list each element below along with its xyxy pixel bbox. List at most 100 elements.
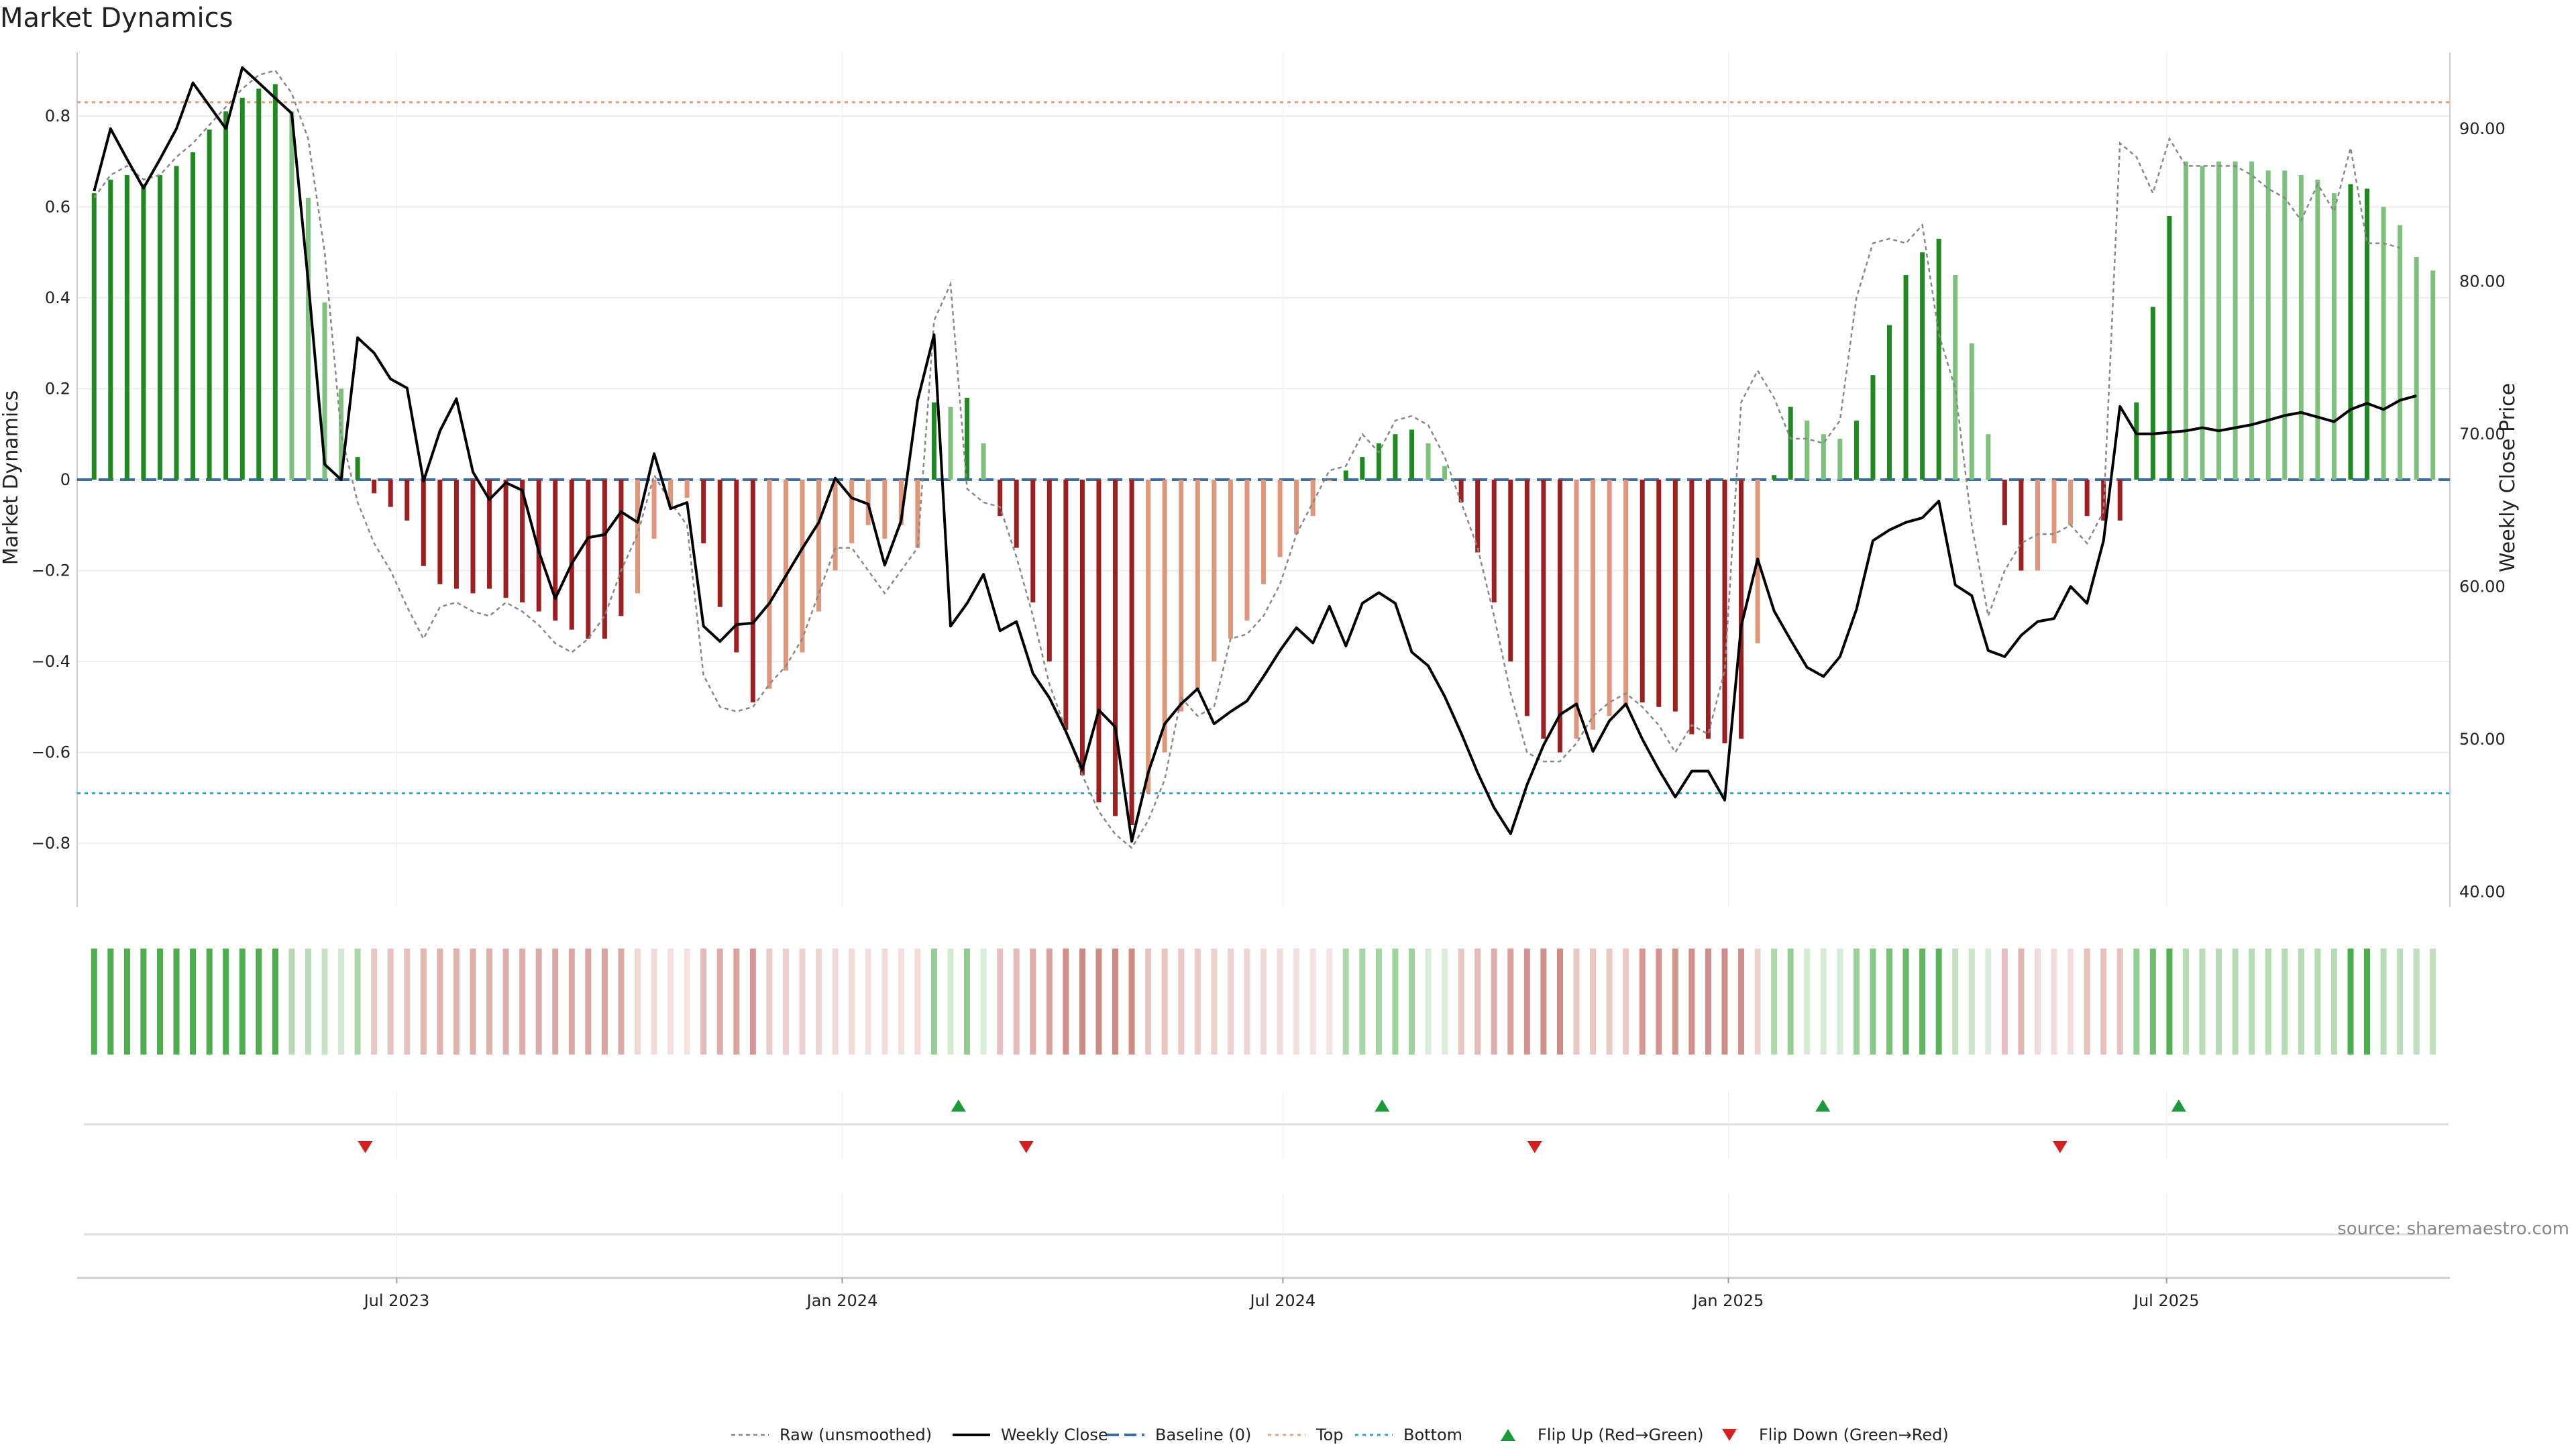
state-strip-cell xyxy=(997,949,1004,1055)
flip-down-marker xyxy=(1527,1141,1542,1153)
state-strip-cell xyxy=(2051,949,2057,1055)
dynamics-bar xyxy=(1079,480,1085,775)
dynamics-bar xyxy=(2134,402,2139,480)
dynamics-bar xyxy=(437,480,443,584)
state-strip-cell xyxy=(107,949,114,1055)
x-tick-label: Jan 2025 xyxy=(1692,1291,1764,1310)
dynamics-bar xyxy=(108,179,113,480)
dynamics-bar xyxy=(2398,225,2403,480)
state-strip-cell xyxy=(1507,949,1514,1055)
flip-up-marker xyxy=(1815,1099,1831,1112)
weekly-close-line xyxy=(93,66,2417,843)
state-strip-cell xyxy=(947,949,954,1055)
state-strip-cell xyxy=(1656,949,1662,1055)
state-strip-cell xyxy=(354,949,361,1055)
state-strip-cell xyxy=(1161,949,1168,1055)
state-strip-cell xyxy=(2413,949,2420,1055)
dynamics-bar xyxy=(2365,189,2370,480)
dynamics-bar xyxy=(1557,480,1562,753)
dynamics-bar xyxy=(2233,161,2238,480)
dynamics-bar xyxy=(1969,343,1974,480)
state-strip-cell xyxy=(470,949,476,1055)
dynamics-bar xyxy=(2348,184,2353,480)
left-tick-label: 0.8 xyxy=(45,107,70,125)
state-strip-cell xyxy=(2265,949,2271,1055)
left-tick-label: 0.6 xyxy=(45,197,70,216)
state-strip-cell xyxy=(816,949,822,1055)
state-strip-cell xyxy=(849,949,855,1055)
dynamics-bar xyxy=(157,174,162,480)
state-strip-cell xyxy=(651,949,657,1055)
left-axis-label: Market Dynamics xyxy=(0,390,23,566)
dynamics-bar xyxy=(865,480,871,525)
flip-up-marker xyxy=(951,1099,966,1112)
dynamics-bar xyxy=(2298,174,2304,480)
state-strip-cell xyxy=(1425,949,1432,1055)
dynamics-bar xyxy=(1360,457,1365,480)
dynamics-bar xyxy=(2002,480,2007,525)
dynamics-bar xyxy=(816,480,822,612)
dynamics-bar xyxy=(2183,161,2188,480)
dynamics-bar xyxy=(405,480,410,521)
state-strip-cell xyxy=(1095,949,1102,1055)
dynamics-bar xyxy=(849,480,855,543)
legend-label: Flip Down (Green→Red) xyxy=(1759,1426,1949,1444)
state-strip-cell xyxy=(1556,949,1563,1055)
state-strip-cell xyxy=(321,949,328,1055)
state-strip-cell xyxy=(453,949,460,1055)
dynamics-bar xyxy=(1953,275,1958,480)
state-strip-cell xyxy=(1013,949,1020,1055)
dynamics-bar xyxy=(1508,480,1513,662)
dynamics-bar xyxy=(1426,443,1431,480)
dynamics-bar xyxy=(322,302,327,480)
dynamics-bar xyxy=(2381,207,2386,480)
state-strip-cell xyxy=(782,949,789,1055)
left-tick-label: 0 xyxy=(60,470,70,489)
dynamics-bar xyxy=(2331,193,2337,480)
state-strip-cell xyxy=(552,949,559,1055)
left-tick-label: −0.2 xyxy=(32,561,70,580)
state-strip-cell xyxy=(1754,949,1761,1055)
dynamics-bar xyxy=(619,480,624,616)
dynamics-bar xyxy=(800,480,805,653)
dynamics-bar xyxy=(1458,480,1464,502)
dynamics-bar xyxy=(701,480,706,543)
state-strip-cell xyxy=(1837,949,1843,1055)
dynamics-bar xyxy=(2216,161,2222,480)
dynamics-bar xyxy=(948,407,953,480)
x-axis: Jul 2023 Jan 2024 Jul 2024 Jan 2025 Jul 2025 xyxy=(77,1277,2450,1310)
dynamics-bar xyxy=(503,480,508,598)
state-strip-cell xyxy=(123,949,130,1055)
state-strip-cell xyxy=(2380,949,2387,1055)
dynamics-bar xyxy=(1475,480,1481,553)
dynamics-bar xyxy=(1030,480,1036,602)
dynamics-bar xyxy=(1903,275,1909,480)
state-strip-cell xyxy=(1030,949,1036,1055)
state-strip-cell xyxy=(2347,949,2354,1055)
state-strip-cell xyxy=(635,949,641,1055)
right-tick-label: 60.00 xyxy=(2459,577,2506,596)
state-strip-cell xyxy=(2199,949,2206,1055)
state-strip-cell xyxy=(519,949,526,1055)
state-strip-cell xyxy=(1408,949,1415,1055)
dynamics-bar xyxy=(272,84,278,480)
right-tick-label: 80.00 xyxy=(2459,272,2506,290)
dynamics-bar xyxy=(1689,480,1695,735)
state-strip-cell xyxy=(1458,949,1464,1055)
dynamics-bar xyxy=(91,193,97,480)
state-strip-cell xyxy=(766,949,773,1055)
right-tick-label: 70.00 xyxy=(2459,425,2506,443)
state-strip-cell xyxy=(1244,949,1250,1055)
legend-label: Baseline (0) xyxy=(1155,1426,1251,1444)
legend-label: Bottom xyxy=(1403,1426,1462,1444)
state-strip-cell xyxy=(223,949,229,1055)
state-strip-cell xyxy=(1491,949,1497,1055)
dynamics-bar xyxy=(2019,480,2024,571)
right-tick-label: 90.00 xyxy=(2459,119,2506,138)
dynamics-bar xyxy=(124,174,129,480)
dynamics-bar xyxy=(1607,480,1612,716)
state-strip-cell xyxy=(1705,949,1711,1055)
legend-marker-up xyxy=(1501,1429,1515,1441)
state-strip-cell xyxy=(898,949,904,1055)
